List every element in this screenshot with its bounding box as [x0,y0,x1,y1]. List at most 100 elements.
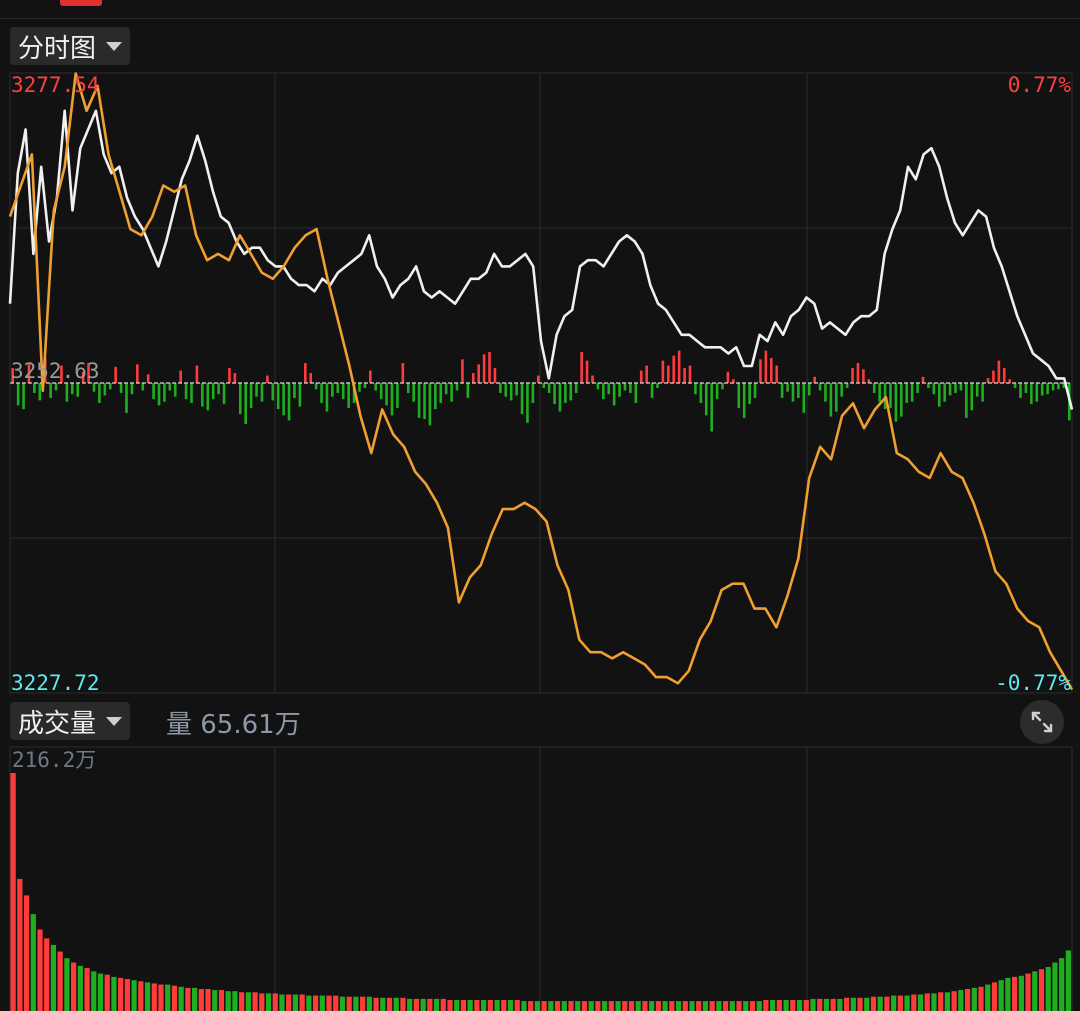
volume-bar [265,993,272,1011]
volume-bar [474,999,480,1011]
volume-bar [460,999,467,1011]
volume-bar [823,998,830,1011]
volume-bar [23,895,30,1011]
volume-bar [904,995,910,1011]
volume-dropdown[interactable]: 成交量 [10,702,131,740]
volume-bar [10,773,16,1011]
volume-bar [595,1001,601,1011]
volume-bar [568,1001,574,1011]
volume-label: 成交量 [18,708,97,739]
volume-bar [991,982,998,1011]
pct-min-label: -0.77% [995,671,1071,695]
volume-bar [608,1001,614,1011]
volume-bar [467,999,473,1011]
volume-bar [70,962,77,1011]
volume-bar [386,997,393,1011]
volume-bar [212,990,218,1011]
volume-bar [931,993,937,1011]
volume-bar [1032,971,1038,1011]
volume-bar [366,996,372,1011]
volume-bar [1059,958,1065,1011]
volume-bar [682,1001,688,1011]
active-tab-indicator[interactable] [60,0,102,6]
price-max-label: 3277.54 [11,73,100,97]
volume-bar [743,1001,749,1011]
caret-down-icon [106,41,123,51]
volume-bar [601,1001,608,1011]
volume-bar [716,1001,722,1011]
volume-bar [380,997,386,1011]
volume-bar [1038,969,1045,1011]
volume-bar [440,998,446,1011]
timeshare-dropdown[interactable]: 分时图 [10,27,131,65]
expand-arrows-icon [1031,711,1053,733]
volume-bar [454,999,460,1011]
volume-bar [171,985,178,1011]
volume-bar [776,999,782,1011]
top-tab-strip [0,0,1080,19]
volume-bar [897,995,903,1011]
caret-down-icon [106,716,123,726]
volume-bar [487,999,493,1011]
volume-bar [649,1001,655,1011]
volume-bar [91,971,97,1011]
volume-bar [292,994,299,1011]
volume-bar [198,988,204,1011]
volume-bar [118,977,124,1011]
volume-bar [675,1001,682,1011]
volume-bar [37,929,43,1011]
volume-bar [97,973,104,1011]
expand-button[interactable] [1020,700,1064,744]
volume-bar [588,1001,594,1011]
volume-bar [1018,975,1024,1011]
volume-bar [144,982,151,1011]
volume-bar [124,979,130,1011]
volume-bar [507,999,514,1011]
volume-bar [796,999,803,1011]
volume-bar [232,991,238,1011]
price-line [8,109,1074,410]
volume-bar [84,968,90,1011]
volume-bar [581,1001,588,1011]
volume-bar [239,992,245,1011]
volume-bar [312,995,319,1011]
volume-bar [628,1001,635,1011]
pct-max-label: 0.77% [1008,73,1072,97]
volume-bar [622,1001,628,1011]
volume-bar [104,974,110,1011]
volume-readout: 量 65.61万 [166,710,301,740]
volume-bar [521,1001,527,1011]
volume-bar [702,1001,709,1011]
volume-bar [803,999,809,1011]
volume-bar [481,999,487,1011]
volume-bar [286,994,292,1011]
volume-bar [642,1001,648,1011]
volume-bar [554,1001,561,1011]
volume-bar [978,986,984,1011]
volume-bar [575,1001,581,1011]
volume-bar [218,990,225,1011]
volume-max-label: 216.2万 [12,748,96,772]
volume-bar [864,997,870,1011]
volume-bar [326,995,332,1011]
volume-bar [689,1001,695,1011]
volume-bar [548,1001,554,1011]
volume-bar [427,998,433,1011]
volume-bars [10,773,1071,1011]
volume-bar [850,997,856,1011]
volume-bar [870,996,877,1011]
volume-bar [837,998,843,1011]
volume-bar [924,993,930,1011]
volume-bar [205,988,211,1011]
volume-bar [877,996,883,1011]
volume-bar [138,981,144,1011]
volume-bar [494,999,500,1011]
volume-bar [319,995,325,1011]
volume-bar [50,944,57,1011]
volume-bar [749,1001,756,1011]
volume-bar [30,914,36,1011]
volume-bar [433,998,440,1011]
volume-bar [790,999,796,1011]
volume-bar [514,999,520,1011]
volume-bar [407,998,413,1011]
